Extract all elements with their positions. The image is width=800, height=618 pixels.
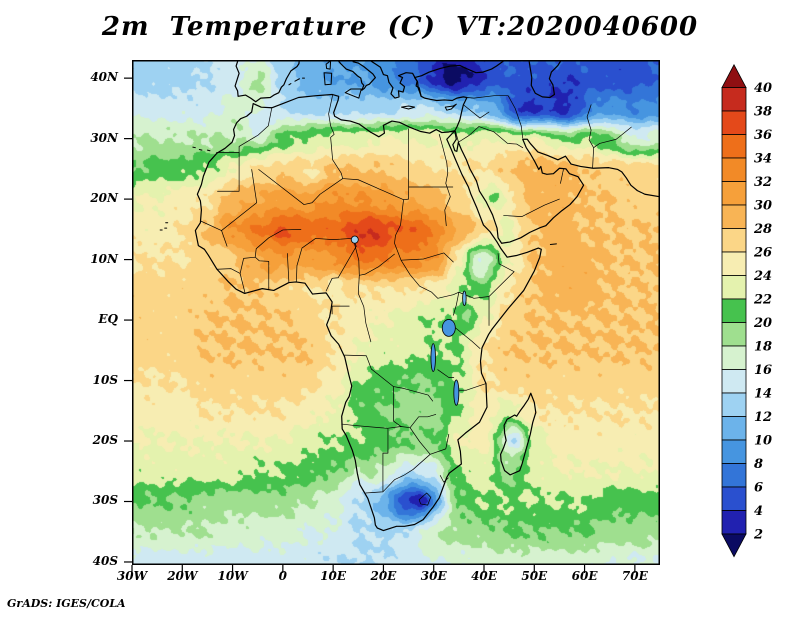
colorbar-segment-16-18 [721,345,747,370]
colorbar: 40 38 36 34 32 30 28 26 24 22 20 18 16 14 12 10 8 6 4 2 [720,63,790,564]
colorbar-segment-36-38 [721,110,747,135]
colorbar-segment-20-22 [721,298,747,323]
colorbar-segment-4-6 [721,486,747,511]
colorbar-label-28: 28 [753,222,772,237]
colorbar-segment-26-28 [721,228,747,253]
colorbar-segment-12-14 [721,392,747,417]
lat-tick-label-30S: 30S [92,493,118,508]
colorbar-segment-10-12 [721,416,747,441]
lon-tick-label-20W: 20W [167,569,198,583]
plot-frame [132,60,660,565]
latitude-axis-labels: 40N 30N 20N 10N EQ 10S 20S 30S 40S [0,60,126,568]
colorbar-label-32: 32 [754,175,772,190]
mediterranean-and-atlantic-islands [160,61,556,245]
colorbar-label-18: 18 [754,340,772,355]
lat-tick-label-10N: 10N [90,251,118,266]
country-borders-southern-africa [342,414,449,505]
colorbar-label-2: 2 [753,528,763,543]
colorbar-segment-34-36 [721,134,747,159]
turkey-levant-coastline [415,59,507,131]
lat-tick-label-40S: 40S [92,553,118,568]
colorbar-segment-28-30 [721,204,747,229]
lat-tick-label-40N: 40N [90,70,118,85]
colorbar-segment-2-4 [721,510,747,535]
colorbar-label-6: 6 [754,481,763,496]
colorbar-svg: 40 38 36 34 32 30 28 26 24 22 20 18 16 14 12 10 8 6 4 2 [721,63,772,558]
lon-tick-label-40E: 40E [471,569,497,583]
colorbar-label-20: 20 [753,316,772,331]
colorbar-label-10: 10 [754,434,772,449]
colorbar-label-26: 26 [753,246,772,261]
colorbar-segment-6-8 [721,463,747,488]
colorbar-label-24: 24 [753,269,772,284]
lat-tick-label-20S: 20S [92,433,118,448]
europe-italy-coastline [321,45,375,90]
caspian-sea-coastline [529,59,562,98]
lat-tick-label-30N: 30N [90,130,118,145]
lon-tick-label-70E: 70E [621,569,648,583]
map-overlay-svg [124,60,660,573]
europe-iberia-coastline [235,52,321,102]
colorbar-segment-32-34 [721,157,747,182]
temperature-shading-canvas [132,60,660,565]
grads-credit: GrADS: IGES/COLA [7,597,126,610]
arabia-asia-coastline [453,131,660,243]
plot-title: 2m Temperature (C) VT:2020040600 [101,12,699,42]
country-borders-north-africa [200,95,452,230]
colorbar-segment-30-32 [721,181,747,206]
colorbar-segment-24-26 [721,251,747,276]
lon-tick-label-0: 0 [278,569,288,583]
colorbar-label-4: 4 [754,504,763,519]
colorbar-label-38: 38 [754,105,772,120]
country-borders-middle-east [455,96,631,217]
madagascar-coastline [501,393,536,475]
country-borders-west-africa [217,229,356,293]
colorbar-segment-8-10 [721,439,747,464]
lake-turkana [463,291,467,306]
colorbar-label-16: 16 [754,363,772,378]
lake-tanganyika [431,344,436,372]
map-plot-area [124,60,660,573]
colorbar-label-36: 36 [754,128,772,143]
lat-tick-label-20N: 20N [90,191,118,206]
colorbar-segment-18-20 [721,322,747,347]
country-borders-central-africa [332,200,459,427]
lat-tick-label-10S: 10S [92,372,118,387]
colorbar-label-34: 34 [754,152,772,167]
colorbar-label-30: 30 [754,199,772,214]
lake-malawi [454,380,459,405]
europe-balkans-greece-coastline [345,44,421,98]
lon-tick-label-30E: 30E [420,569,447,583]
lon-tick-label-10E: 10E [320,569,347,583]
country-borders-east-africa [438,254,514,391]
colorbar-segment-38-40 [721,87,747,112]
nile-river [439,134,450,225]
colorbar-label-14: 14 [754,387,772,402]
colorbar-label-8: 8 [754,457,763,472]
longitude-axis-labels: 30W 20W 10W 0 10E 20E 30E 40E 50E 60E 70E [117,569,660,585]
lon-tick-label-10W: 10W [217,569,248,583]
lake-chad [351,236,358,243]
lon-tick-label-60E: 60E [571,569,598,583]
colorbar-arrow-below-min [721,533,747,558]
colorbar-label-12: 12 [754,410,772,425]
colorbar-arrow-above-max [721,63,747,88]
lake-victoria [442,319,455,336]
colorbar-segment-22-24 [721,275,747,300]
colorbar-label-22: 22 [753,293,772,308]
colorbar-label-40: 40 [754,81,772,96]
lat-tick-label-EQ: EQ [98,312,118,327]
lon-tick-label-30W: 30W [116,569,148,583]
map-geography [160,44,659,530]
africa-coastline [195,94,541,530]
colorbar-segment-14-16 [721,369,747,394]
lon-tick-label-20E: 20E [370,569,397,583]
lon-tick-label-50E: 50E [521,569,548,583]
